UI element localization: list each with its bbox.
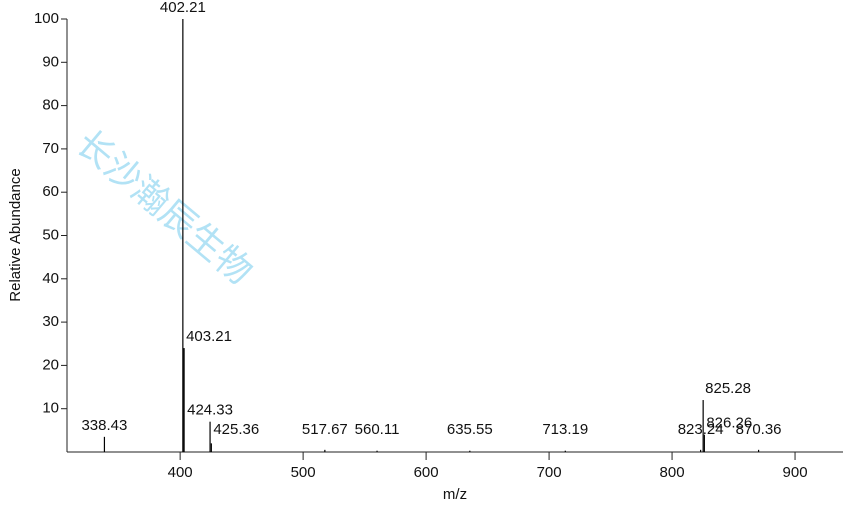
y-tick-label: 20 (42, 356, 59, 373)
y-tick-label: 60 (42, 183, 59, 200)
peak-label: 635.55 (447, 421, 493, 438)
peak-label: 713.19 (542, 421, 588, 438)
peak-label: 825.28 (705, 380, 751, 397)
x-tick-label: 600 (414, 464, 439, 481)
peak-label: 425.36 (213, 421, 259, 438)
peak-label: 826.26 (706, 415, 752, 432)
peak-label: 338.43 (81, 417, 127, 434)
peak-label: 560.11 (355, 421, 400, 438)
y-tick-label: 70 (42, 140, 59, 157)
watermark: 长沙瀚辰生物 (69, 122, 261, 292)
x-tick-label: 800 (660, 464, 685, 481)
y-tick-label: 50 (42, 226, 59, 243)
y-tick-label: 30 (42, 313, 59, 330)
peak-label: 424.33 (187, 402, 233, 419)
y-tick-label: 40 (42, 270, 59, 287)
peak-label: 870.36 (736, 421, 782, 438)
peak-label: 402.21 (160, 0, 206, 16)
x-tick-label: 700 (537, 464, 562, 481)
x-axis-label: m/z (443, 486, 467, 503)
peak-label: 403.21 (186, 328, 232, 345)
x-tick-label: 400 (168, 464, 193, 481)
y-tick-label: 90 (42, 53, 59, 70)
peak-label: 517.67 (302, 421, 348, 438)
y-tick-label: 80 (42, 97, 59, 114)
x-tick-label: 500 (291, 464, 316, 481)
peak-label: 823.24 (678, 421, 724, 438)
y-tick-label: 10 (42, 400, 59, 417)
x-tick-label: 900 (783, 464, 808, 481)
y-axis-label: Relative Abundance (7, 168, 24, 301)
y-tick-label: 100 (34, 10, 59, 27)
